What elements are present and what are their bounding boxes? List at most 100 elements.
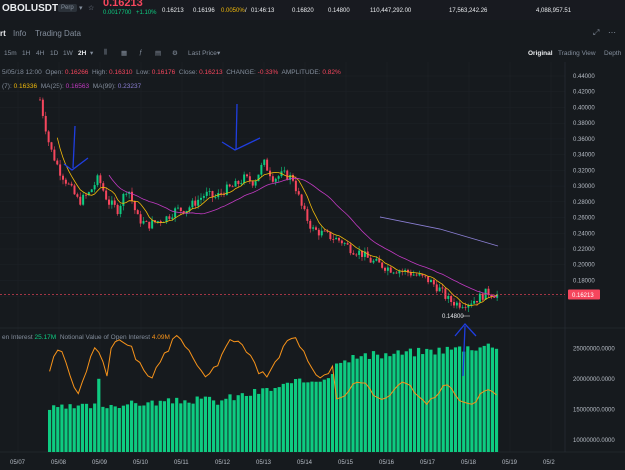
date-tick-label: 05/18 — [461, 460, 477, 466]
oi-bar — [154, 405, 158, 452]
price-tick-label: 0.32000 — [573, 168, 595, 174]
candle-body — [378, 258, 381, 263]
oi-bar — [146, 402, 150, 452]
candle-body — [59, 164, 62, 176]
interval-1d[interactable]: 1D — [50, 50, 59, 57]
oi-bar — [179, 403, 183, 452]
oi-bar — [150, 400, 154, 452]
current-price-label: 0.16213 — [572, 293, 594, 299]
oi-bar — [220, 400, 224, 452]
candle-body — [490, 295, 493, 297]
date-tick-label: 05/07 — [10, 460, 26, 466]
view-depth[interactable]: Depth — [604, 50, 622, 57]
candle-body — [401, 270, 404, 272]
favorite-star-icon[interactable]: ☆ — [88, 5, 95, 12]
settings-gear-icon[interactable]: ⚙ — [172, 50, 178, 57]
oi-bar — [351, 355, 355, 452]
candle-body — [64, 179, 67, 184]
drawing-arrow-head — [63, 157, 89, 171]
more-icon[interactable]: ⋯ — [608, 28, 616, 37]
view-original[interactable]: Original — [528, 50, 553, 57]
candle-body — [326, 230, 329, 232]
dropdown-chevron-icon[interactable]: ▾ — [79, 5, 83, 12]
oi-bar — [478, 347, 482, 452]
candle-body — [323, 230, 326, 232]
candle-body — [473, 300, 476, 304]
candle-body — [47, 131, 50, 143]
date-tick-label: 05/14 — [297, 460, 313, 466]
price-tick-label: 0.24000 — [573, 231, 595, 237]
tab-chart[interactable]: rt — [0, 29, 6, 38]
candle-body — [39, 99, 41, 101]
oi-bar — [449, 349, 453, 452]
interval-chevron-icon[interactable]: ▾ — [90, 50, 94, 57]
candle-body — [346, 243, 349, 245]
oi-bar — [89, 408, 93, 452]
expand-icon[interactable]: ⤢ — [593, 28, 600, 37]
candle-body — [105, 190, 108, 200]
interval-2h[interactable]: 2H — [78, 50, 87, 57]
candle-body — [283, 170, 286, 172]
price-tick-label: 0.18000 — [573, 278, 595, 284]
oi-bar — [269, 390, 273, 452]
ma25-value: 0.16563 — [65, 83, 90, 90]
ma7-label: (7): — [2, 83, 12, 90]
oi-bar — [113, 406, 117, 452]
oi-bar — [199, 398, 203, 452]
date-tick-label: 05/09 — [92, 460, 108, 466]
tab-trading-data[interactable]: Trading Data — [35, 29, 81, 38]
oi-bar — [80, 403, 84, 452]
candle-body — [375, 258, 378, 261]
price-tick-label: 0.38000 — [573, 121, 595, 127]
oi-tick-label: 10000000.0000 — [573, 438, 615, 444]
candle-body — [168, 216, 171, 219]
oi-bar — [203, 396, 207, 452]
candle-body — [455, 302, 458, 306]
oi-bar — [64, 408, 68, 452]
volume-base: 110,447,292.00 — [370, 8, 412, 14]
volume-quote: 17,563,242.26 — [449, 8, 488, 14]
candle-body — [99, 175, 102, 184]
calendar-icon[interactable]: ▦ — [121, 50, 128, 57]
candle-body — [352, 253, 355, 255]
oi-bar — [187, 402, 191, 452]
price-change: 0.0017700 — [103, 10, 132, 16]
open-interest-value: 4,088,957.51 — [536, 8, 572, 14]
candle-body — [125, 193, 128, 195]
interval-1w[interactable]: 1W — [63, 50, 73, 57]
candle-body — [297, 191, 300, 195]
candle-body — [389, 267, 392, 273]
ma99-value: 0.23237 — [117, 83, 142, 90]
price-tick-label: 0.36000 — [573, 137, 595, 143]
candle-body — [363, 251, 366, 257]
price-type-chevron-icon[interactable]: ▾ — [217, 50, 221, 57]
open-value: 0.16266 — [64, 69, 89, 76]
candle-body — [225, 184, 228, 195]
oi-bar — [228, 394, 232, 452]
indicators-icon[interactable]: ƒ — [139, 49, 143, 56]
interval-4h[interactable]: 4H — [36, 50, 45, 57]
layout-icon[interactable]: ▤ — [155, 50, 162, 57]
candle-type-icon[interactable]: ⫼ — [104, 49, 107, 56]
interval-15m[interactable]: 15m — [4, 50, 17, 57]
candle-body — [335, 237, 338, 240]
tab-info[interactable]: Info — [13, 29, 27, 38]
oi-bar — [253, 389, 257, 452]
interval-1h[interactable]: 1H — [22, 50, 31, 57]
date-tick-label: 05/16 — [379, 460, 395, 466]
oi-legend: en Interest 25.17M Notional Value of Ope… — [2, 334, 170, 341]
symbol-name[interactable]: OBOLUSDT — [2, 3, 59, 14]
oi-label: en Interest — [2, 334, 33, 341]
price-type-select[interactable]: Last Price — [188, 50, 217, 57]
oi-bar — [281, 383, 285, 452]
oi-bar — [48, 409, 52, 452]
oi-bar — [371, 351, 376, 452]
candle-body — [67, 183, 70, 185]
ticker-header: OBOLUSDT Perp ▾ ☆ 0.16213 0.0017700 +1.1… — [0, 0, 625, 20]
view-trading-view[interactable]: Trading View — [558, 50, 596, 57]
candle-body — [148, 221, 151, 229]
candle-body — [340, 240, 343, 244]
oi-bar — [52, 405, 56, 452]
oi-bar — [130, 400, 134, 452]
price-tick-label: 0.22000 — [573, 247, 595, 253]
